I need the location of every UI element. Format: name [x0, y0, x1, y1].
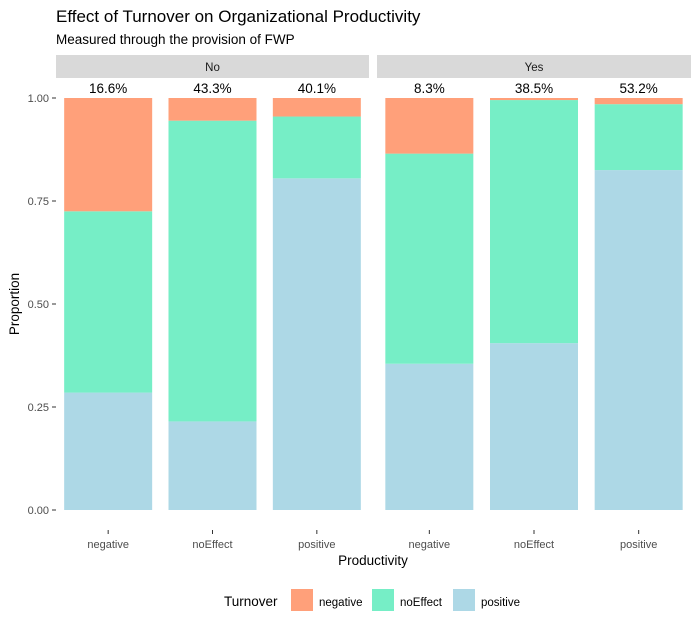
bar-segment-noEffect	[385, 153, 474, 364]
bar-segment-negative	[168, 98, 257, 121]
y-tick-label: 1.00	[28, 93, 49, 105]
legend-label-negative: negative	[319, 597, 362, 609]
bar-segment-positive	[272, 178, 361, 510]
y-axis-title: Proportion	[7, 273, 22, 335]
x-tick-label: noEffect	[192, 539, 232, 551]
y-tick-label: 0.00	[28, 505, 49, 517]
bar-segment-negative	[64, 98, 153, 212]
bar-percent-label: 38.5%	[515, 81, 553, 96]
bar-segment-noEffect	[272, 116, 361, 179]
facet-strip-label: Yes	[525, 62, 544, 74]
x-tick-label: negative	[409, 539, 451, 551]
chart-title: Effect of Turnover on Organizational Pro…	[56, 7, 421, 26]
bar-segment-negative	[385, 98, 474, 154]
bar-segment-positive	[490, 343, 578, 510]
bar-segment-noEffect	[594, 104, 683, 171]
bar-segment-negative	[594, 98, 683, 105]
facet-strip-label: No	[205, 62, 220, 74]
facet-panels: No 16.6% negative 43.3% noEffect 40.1% positiv…	[56, 55, 691, 551]
bar-segment-positive	[64, 392, 153, 510]
x-tick-label: positive	[298, 539, 335, 551]
bar-segment-noEffect	[64, 211, 153, 393]
bar-segment-noEffect	[490, 100, 578, 344]
legend-swatch-noEffect	[372, 589, 394, 611]
bar-percent-label: 43.3%	[193, 81, 231, 96]
chart-subtitle: Measured through the provision of FWP	[56, 32, 295, 47]
bar-segment-positive	[385, 363, 474, 510]
x-axis-title: Productivity	[338, 553, 408, 568]
legend: Turnover negative noEffect positive	[224, 589, 520, 611]
legend-swatch-negative	[291, 589, 313, 611]
legend-label-positive: positive	[481, 597, 520, 609]
x-tick-label: noEffect	[514, 539, 554, 551]
x-tick-label: positive	[620, 539, 657, 551]
bar-segment-positive	[168, 421, 257, 510]
legend-label-noEffect: noEffect	[400, 597, 443, 609]
bar-segment-negative	[272, 98, 361, 117]
y-tick-label: 0.75	[28, 196, 49, 208]
bar-segment-noEffect	[168, 120, 257, 422]
legend-swatch-positive	[453, 589, 475, 611]
bar-percent-label: 8.3%	[414, 81, 445, 96]
legend-title: Turnover	[224, 594, 278, 609]
y-tick-label: 0.50	[28, 299, 49, 311]
bar-segment-negative	[490, 98, 578, 101]
facet-panel-0: No 16.6% negative 43.3% noEffect 40.1% positiv…	[56, 55, 369, 551]
y-tick-label: 0.25	[28, 402, 49, 414]
facet-strip	[377, 55, 691, 78]
facet-panel-1: Yes 8.3% negative 38.5% noEffect 53.2% positiv…	[377, 55, 691, 551]
bar-percent-label: 16.6%	[89, 81, 127, 96]
x-tick-label: negative	[87, 539, 129, 551]
y-axis: 0.00 0.25 0.50 0.75 1.00	[28, 93, 56, 517]
facet-strip	[56, 55, 369, 78]
bar-segment-positive	[594, 170, 683, 510]
bar-percent-label: 40.1%	[298, 81, 336, 96]
bar-percent-label: 53.2%	[620, 81, 658, 96]
